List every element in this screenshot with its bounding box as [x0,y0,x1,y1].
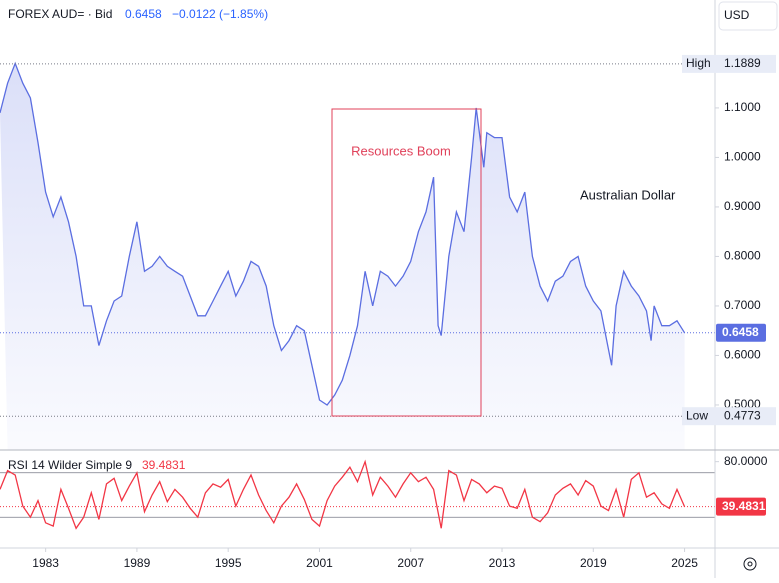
price-change: −0.0122 (−1.85%) [172,7,268,21]
x-tick-label: 2025 [671,556,698,570]
x-tick-label: 1989 [124,556,151,570]
y-tick-label: 1.1000 [724,100,761,114]
low-box [682,407,776,426]
area [0,63,685,451]
y-tick-label: 0.7000 [724,298,761,312]
x-tick-label: 2013 [489,556,516,570]
y-tick-label: 0.6000 [724,348,761,362]
line [0,459,686,530]
settings-icon[interactable] [743,557,757,571]
x-tick-label: 1983 [32,556,59,570]
last-price-label: 0.6458 [722,325,759,339]
series-label: Australian Dollar [580,187,676,202]
symbol-title: FOREX AUD= · Bid [8,7,112,21]
line [0,61,686,406]
x-tick-label: 1995 [215,556,242,570]
y-tick-label: 1.0000 [724,150,761,164]
annotation-text: Resources Boom [351,143,451,158]
last-price-box [716,497,766,516]
last-price: 0.6458 [125,7,162,21]
settings-icon-center [747,561,753,567]
last-price-label: 39.4831 [722,499,766,513]
last-price-box [716,323,766,342]
currency-label[interactable]: USD [724,8,750,22]
y-tick-label: 80.0000 [724,454,768,468]
low-label: Low [686,408,708,422]
low-value: 0.4773 [724,408,761,422]
high-value: 1.1889 [724,56,761,70]
high-box [682,54,776,73]
currency-button[interactable] [718,1,778,31]
x-tick-label: 2019 [580,556,607,570]
x-tick-label: 2007 [397,556,424,570]
x-tick-label: 2001 [306,556,333,570]
high-label: High [686,56,711,70]
y-tick-label: 0.9000 [724,199,761,213]
y-tick-label: 0.8000 [724,249,761,263]
annotation-box [331,108,482,417]
rsi-last: 39.4831 [142,458,186,472]
rsi-title: RSI 14 Wilder Simple 9 [8,458,132,472]
